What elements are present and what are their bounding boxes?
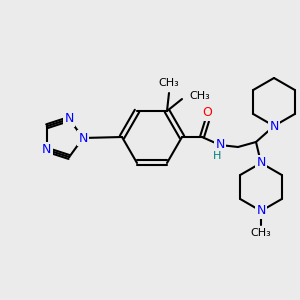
Text: N: N — [256, 205, 266, 218]
Text: N: N — [269, 119, 279, 133]
Text: H: H — [213, 151, 221, 161]
Text: CH₃: CH₃ — [250, 228, 272, 238]
Text: N: N — [256, 157, 266, 169]
Text: N: N — [78, 131, 88, 145]
Text: CH₃: CH₃ — [189, 91, 210, 101]
Text: N: N — [42, 143, 52, 156]
Text: N: N — [64, 112, 74, 125]
Text: CH₃: CH₃ — [159, 78, 179, 88]
Text: N: N — [215, 139, 225, 152]
Text: O: O — [202, 106, 212, 119]
